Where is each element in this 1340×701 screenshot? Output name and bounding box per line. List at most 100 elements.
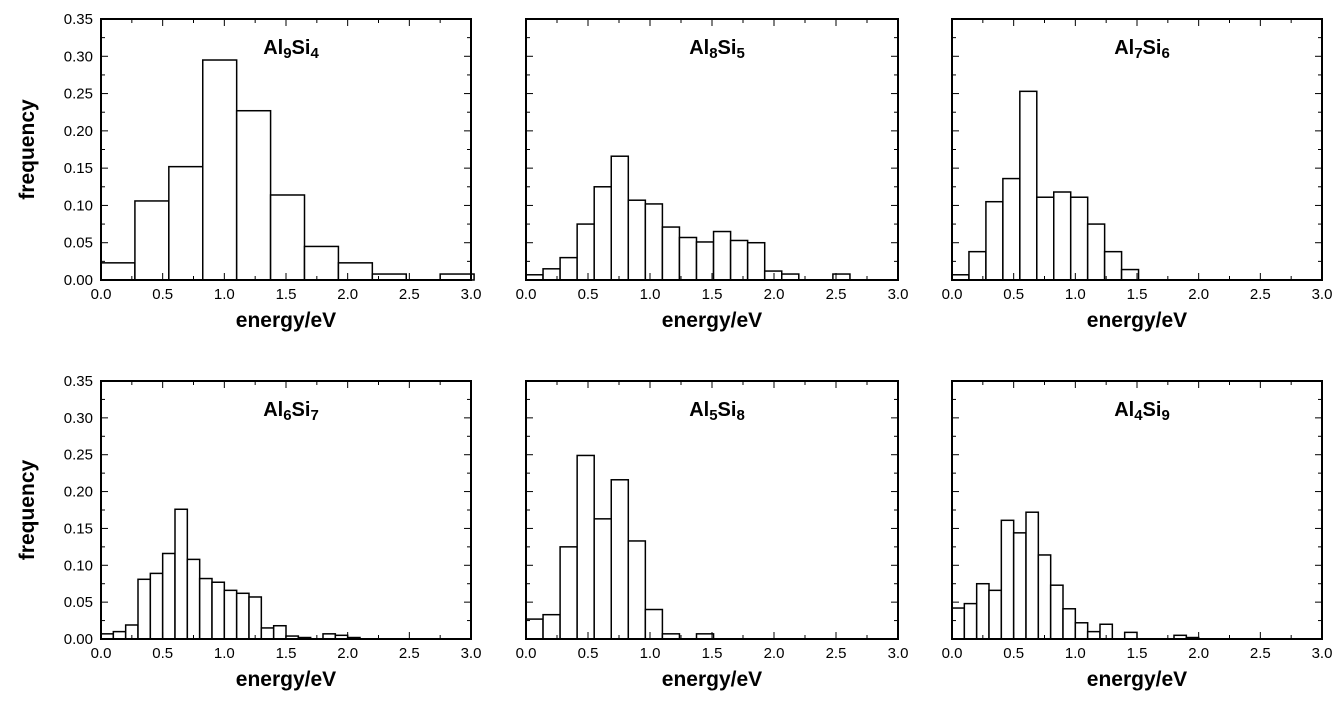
- title-subscript: 5: [709, 407, 717, 424]
- histogram-bar: [1069, 196, 1089, 281]
- histogram-bar: [260, 627, 275, 640]
- histogram-bar: [303, 245, 340, 281]
- histogram-bar: [235, 592, 250, 640]
- histogram-bar: [988, 589, 1003, 640]
- y-axis-label: frequency: [16, 99, 39, 200]
- histogram-bar: [1103, 250, 1123, 281]
- x-tick-label: 1.0: [640, 645, 661, 662]
- title-element: Si: [718, 37, 737, 59]
- y-tick-label: 0.35: [64, 11, 93, 28]
- x-tick-label: 0.0: [942, 286, 963, 303]
- histogram-bar: [963, 602, 978, 640]
- histogram-bar: [951, 607, 966, 640]
- histogram-bar: [223, 589, 238, 640]
- histogram-bar: [644, 608, 664, 640]
- histogram-bar: [678, 236, 698, 281]
- panel-title: Al7Si6: [1114, 37, 1170, 62]
- x-tick-label: 0.5: [152, 286, 173, 303]
- title-element: Si: [1143, 37, 1162, 59]
- x-tick-label: 0.0: [516, 286, 537, 303]
- histogram-bar: [174, 508, 189, 640]
- histogram-bar: [1049, 584, 1064, 640]
- y-tick-label: 0.20: [64, 123, 93, 140]
- histogram-bar: [975, 582, 990, 640]
- x-tick-label: 3.0: [1312, 645, 1333, 662]
- histogram-bar: [559, 546, 578, 640]
- histogram-bar: [1019, 90, 1038, 281]
- histogram-bar: [272, 624, 287, 640]
- histogram-bar: [763, 270, 783, 281]
- histogram-panel-6: 0.0 0.5 1.0 1.5 2.0 2.5 3.0 energy/eV Al4Si9: [942, 380, 1333, 691]
- x-tick-label: 1.0: [214, 286, 235, 303]
- x-tick-label: 1.5: [276, 645, 297, 662]
- title-element: Si: [292, 37, 311, 59]
- x-tick-label: 2.0: [1188, 645, 1209, 662]
- histogram-bar: [112, 630, 127, 640]
- title-element: Si: [292, 399, 311, 421]
- y-tick-label: 0.35: [64, 373, 93, 390]
- x-tick-label: 3.0: [888, 645, 909, 662]
- x-tick-label: 0.0: [942, 645, 963, 662]
- histogram-bar: [1012, 532, 1027, 640]
- histogram-bar: [695, 241, 715, 281]
- histogram-bar: [1036, 196, 1055, 281]
- histogram-bar: [337, 262, 374, 281]
- x-axis-label: energy/eV: [662, 309, 762, 332]
- x-tick-label: 2.5: [1250, 286, 1271, 303]
- histogram-bar: [1000, 519, 1015, 640]
- x-tick-label: 2.5: [399, 286, 420, 303]
- histogram-bar: [644, 203, 664, 281]
- title-subscript: 4: [1134, 407, 1143, 424]
- title-element: Al: [1114, 37, 1134, 59]
- histogram-bar: [542, 613, 561, 640]
- x-tick-label: 1.5: [276, 286, 297, 303]
- x-tick-label: 1.0: [640, 286, 661, 303]
- x-tick-label: 0.5: [578, 645, 599, 662]
- x-tick-label: 0.0: [91, 645, 112, 662]
- title-element: Al: [263, 37, 283, 59]
- x-tick-label: 2.0: [337, 286, 358, 303]
- x-tick-label: 1.0: [214, 645, 235, 662]
- histogram-bar: [149, 572, 164, 640]
- histogram-bar: [1053, 191, 1072, 281]
- x-tick-label: 0.5: [1003, 286, 1024, 303]
- histogram-panel-5: 0.0 0.5 1.0 1.5 2.0 2.5 3.0 energy/eV Al5Si8: [516, 380, 909, 691]
- y-tick-label: 0.25: [64, 86, 93, 103]
- x-tick-label: 2.5: [399, 645, 420, 662]
- x-tick-label: 2.0: [1188, 286, 1209, 303]
- histogram-bar: [576, 223, 595, 281]
- histogram-bar: [985, 200, 1004, 281]
- title-subscript: 5: [736, 45, 744, 62]
- x-tick-label: 3.0: [461, 286, 482, 303]
- histogram-bar: [100, 262, 136, 281]
- histogram-bar: [610, 479, 630, 640]
- x-tick-label: 3.0: [1312, 286, 1333, 303]
- y-axis-label: frequency: [16, 460, 39, 561]
- x-tick-label: 2.5: [1250, 645, 1271, 662]
- title-element: Al: [1114, 399, 1134, 421]
- histogram-bar: [1037, 554, 1052, 640]
- x-axis-label: energy/eV: [236, 309, 336, 332]
- x-tick-label: 1.5: [1127, 286, 1148, 303]
- x-axis-label: energy/eV: [1087, 309, 1187, 332]
- histogram-bar: [729, 239, 749, 281]
- panel-title: Al6Si7: [263, 399, 319, 424]
- y-tick-label: 0.10: [64, 557, 93, 574]
- y-tick-label: 0.30: [64, 410, 93, 427]
- histogram-bar: [968, 250, 987, 281]
- y-tick-label: 0.05: [64, 235, 93, 252]
- histogram-bar: [1086, 223, 1106, 281]
- title-element: Al: [263, 399, 283, 421]
- histogram-bar: [1074, 622, 1089, 640]
- title-element: Al: [689, 37, 709, 59]
- x-tick-label: 3.0: [888, 286, 909, 303]
- histogram-bar: [235, 109, 272, 281]
- histogram-bar: [1062, 608, 1077, 640]
- y-tick-label: 0.30: [64, 48, 93, 65]
- x-tick-label: 3.0: [461, 645, 482, 662]
- y-tick-label: 0.05: [64, 594, 93, 611]
- histogram-bar: [661, 226, 681, 281]
- panel-title: Al4Si9: [1114, 399, 1170, 424]
- histogram-bar: [1025, 511, 1040, 640]
- x-tick-label: 0.5: [1003, 645, 1024, 662]
